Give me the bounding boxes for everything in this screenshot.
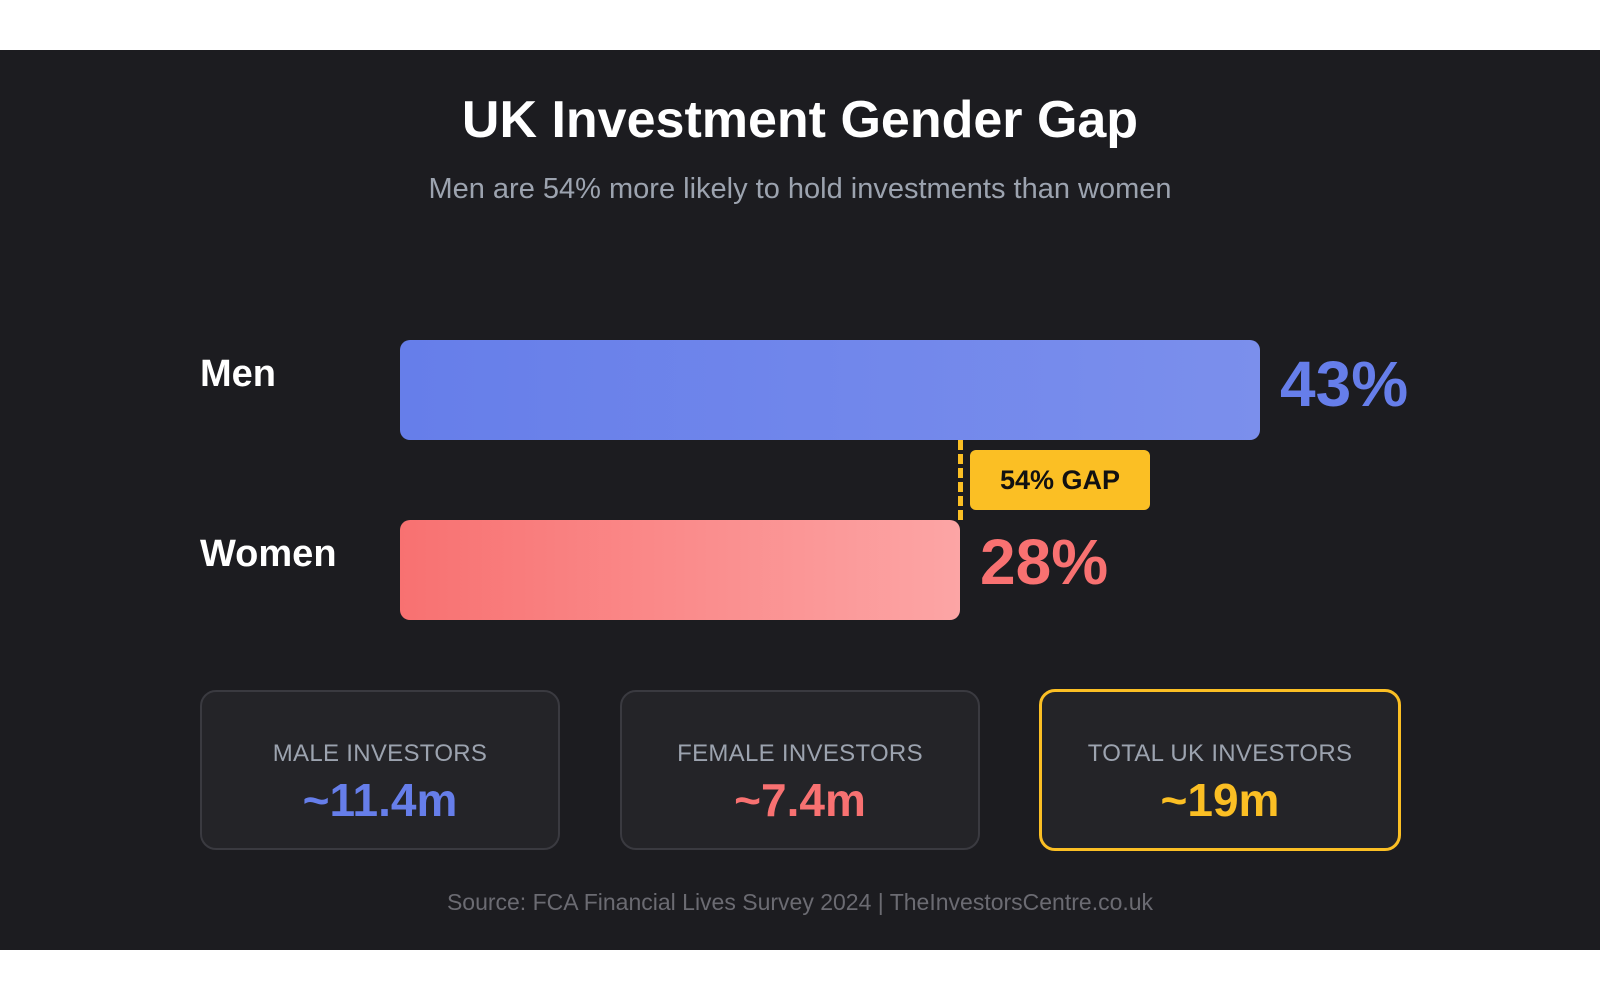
stat-card-total: TOTAL UK INVESTORS ~19m [1039, 689, 1401, 851]
stat-card-value: ~7.4m [734, 774, 866, 826]
chart-subtitle: Men are 54% more likely to hold investme… [428, 173, 1172, 205]
bar-women [400, 520, 960, 620]
stat-card-label: MALE INVESTORS [272, 740, 488, 767]
source-footnote: Source: FCA Financial Lives Survey 2024 … [446, 889, 1154, 915]
stat-card-label: FEMALE INVESTORS [677, 740, 923, 767]
bar-value-men: 43% [1280, 348, 1409, 420]
bar-label-men: Men [200, 353, 276, 395]
chart-title: UK Investment Gender Gap [461, 91, 1139, 149]
stat-card-male: MALE INVESTORS ~11.4m [200, 690, 560, 850]
stat-card-value: ~19m [1160, 774, 1280, 826]
bar-value-women: 28% [980, 526, 1109, 598]
gap-dashed-line [958, 440, 963, 520]
bar-men [400, 340, 1260, 440]
stat-card-female: FEMALE INVESTORS ~7.4m [620, 690, 980, 850]
bar-label-women: Women [200, 533, 337, 575]
gap-badge: 54% GAP [970, 450, 1150, 510]
stat-card-label: TOTAL UK INVESTORS [1087, 740, 1353, 767]
stat-card-value: ~11.4m [302, 774, 458, 826]
